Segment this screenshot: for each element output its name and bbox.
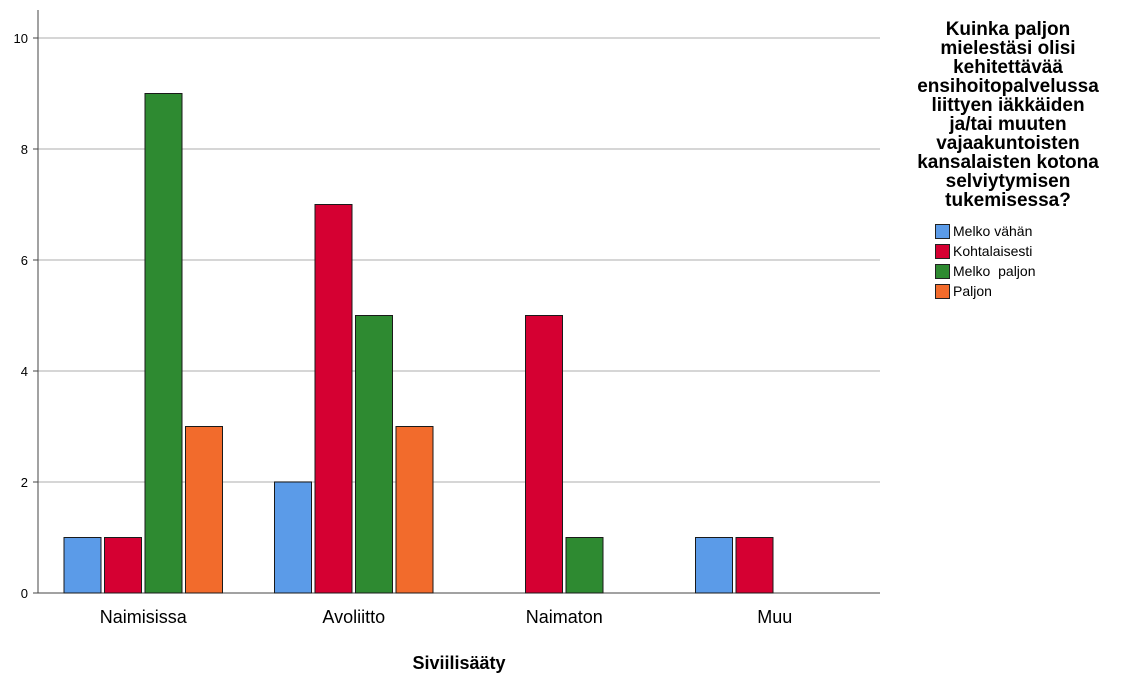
bar-naimisissa-2 <box>144 93 183 594</box>
legend-swatch <box>935 283 950 299</box>
legend-title-line: ensihoitopalvelussa <box>917 76 1099 97</box>
x-category-label: Muu <box>757 607 792 627</box>
bar-muu-0 <box>695 537 733 594</box>
legend-label: Paljon <box>953 283 992 299</box>
legend-title-line: mielestäsi olisi <box>940 38 1076 59</box>
y-tick-label: 10 <box>14 31 28 46</box>
x-category-label: Avoliitto <box>322 607 385 627</box>
legend-label: Kohtalaisesti <box>953 243 1033 259</box>
legend-title-line: kansalaisten kotona <box>917 152 1099 173</box>
legend-title-line: tukemisessa? <box>945 190 1071 211</box>
legend: Kuinka paljon mielestäsi olisi kehitettävä… <box>888 20 1128 301</box>
legend-swatch <box>935 243 950 259</box>
y-tick-label: 2 <box>21 475 28 490</box>
bar-naimaton-2 <box>565 537 604 594</box>
legend-item: Paljon <box>935 281 1128 301</box>
legend-item: Melko paljon <box>935 261 1128 281</box>
bar-avoliitto-0 <box>274 481 312 594</box>
legend-label: Melko paljon <box>953 263 1036 279</box>
bar-naimisissa-1 <box>104 537 142 594</box>
bar-naimisissa-0 <box>63 537 102 594</box>
legend-title-line: liittyen iäkkäiden <box>931 95 1085 116</box>
bar-muu-1 <box>735 537 774 594</box>
bar-avoliitto-3 <box>395 426 434 594</box>
legend-item: Melko vähän <box>935 221 1128 241</box>
legend-title-line: vajaakuntoisten <box>936 133 1080 154</box>
legend-items: Melko vähän Kohtalaisesti Melko paljon Palj… <box>888 221 1128 301</box>
legend-title-line: ja/tai muuten <box>949 114 1067 135</box>
legend-item: Kohtalaisesti <box>935 241 1128 261</box>
legend-title: Kuinka paljon mielestäsi olisi kehitettävä… <box>888 20 1128 210</box>
legend-swatch <box>935 263 950 279</box>
y-tick-label: 0 <box>21 586 28 601</box>
y-tick-label: 6 <box>21 253 28 268</box>
legend-swatch <box>935 223 950 239</box>
bar-naimisissa-3 <box>185 426 223 594</box>
x-category-label: Naimaton <box>526 607 603 627</box>
y-tick-label: 8 <box>21 142 28 157</box>
bar-avoliitto-2 <box>355 315 393 594</box>
x-category-label: Naimisissa <box>100 607 188 627</box>
bar-avoliitto-1 <box>314 204 353 594</box>
legend-title-line: Kuinka paljon <box>945 19 1071 40</box>
legend-title-line: selviytymisen <box>945 171 1071 192</box>
legend-label: Melko vähän <box>953 223 1033 239</box>
y-tick-label: 4 <box>21 364 28 379</box>
legend-title-line: kehitettävää <box>953 57 1063 78</box>
bar-naimaton-1 <box>525 315 563 594</box>
x-axis-title: Siviilisääty <box>412 653 505 673</box>
